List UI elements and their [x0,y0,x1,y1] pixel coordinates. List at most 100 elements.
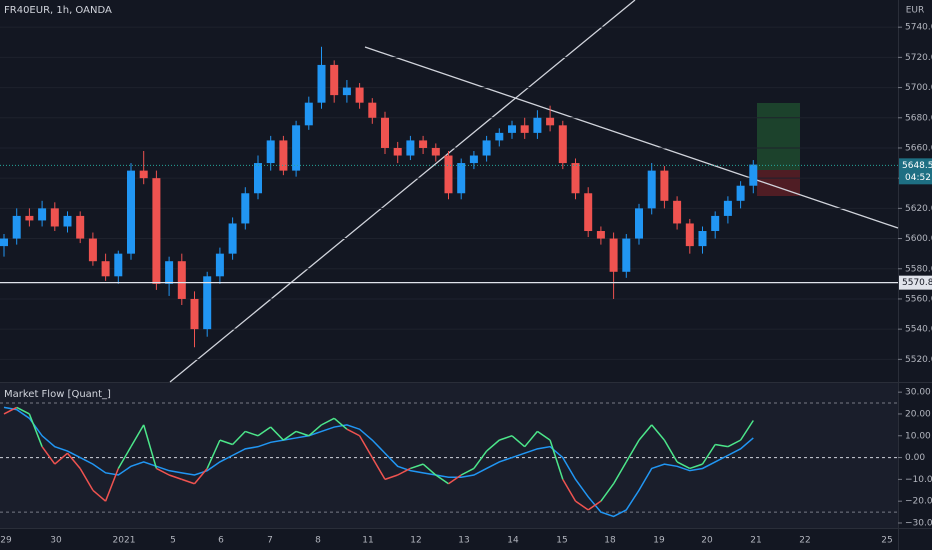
fast-line-segment [600,483,615,502]
fast-line-segment [486,439,500,452]
fast-line-segment [651,424,665,441]
candle-body [685,223,694,247]
y-tick-label: 30.00 [905,388,931,398]
candle-body [622,238,631,272]
candle-body [673,200,682,224]
slow-line [3,406,754,518]
last-price-box [899,158,932,185]
candle-body [228,223,237,254]
fast-line-segment [358,435,373,458]
candle-body [495,132,504,141]
candle-body [419,140,428,148]
candle-body [635,208,643,239]
candle-body [25,215,34,221]
fast-line-segment [308,424,322,437]
x-tick-label: 20 [701,536,713,546]
fast-line-segment [117,446,132,469]
candle-body [584,193,593,232]
y-tick-label: 5540.0 [905,325,932,335]
candle-body [660,170,669,201]
trendline[interactable] [169,0,636,383]
x-tick-label: 15 [556,536,567,546]
x-tick-label: 14 [507,536,519,546]
x-tick-label: 19 [653,536,665,546]
fast-line-segment [206,439,221,469]
candle-body [381,117,389,148]
chart-title: FR40EUR, 1h, OANDA [4,5,112,16]
x-tick-label: 11 [362,536,373,546]
x-tick-label: 12 [410,536,421,546]
candle-body [393,147,402,156]
fast-line-segment [448,474,462,485]
support-label: 5570.8 [902,278,932,288]
fast-line-segment [79,468,94,491]
candle-body [203,276,212,330]
fast-line-segment [346,428,360,437]
candle-body [152,178,161,284]
fast-line-segment [168,474,183,481]
candle-body [279,140,288,171]
x-tick-label: 30 [50,536,62,546]
candle-body [711,215,720,232]
candle-body [533,117,542,133]
fast-line-segment [549,439,564,480]
fast-line-segment [612,461,627,485]
candle-body [127,170,135,254]
fast-line-segment [435,474,449,485]
fast-line-segment [587,500,602,511]
support-box [899,275,932,290]
candle-body [317,64,326,103]
x-tick-label: 13 [458,536,469,546]
x-tick-label: 7 [267,536,273,546]
candle-body [368,102,377,118]
fast-line-segment [333,417,348,430]
fast-line-segment [536,430,551,441]
y-tick-label: 10.00 [905,431,931,441]
candle-body [304,102,313,126]
candle-body [546,117,555,126]
y-tick-label: 5720.0 [905,53,932,63]
candle-body [406,140,415,156]
y-tick-label: 5600.0 [905,234,932,244]
candle-body [520,125,529,133]
x-tick-label: 21 [750,536,761,546]
x-tick-label: 18 [604,536,616,546]
profit-zone[interactable] [757,103,800,170]
fast-line-segment [575,500,589,511]
x-tick-label: 8 [315,536,321,546]
fast-line-segment [499,435,513,441]
x-tick-label: 2021 [113,536,136,546]
y-tick-label: 5620.0 [905,204,932,214]
x-tick-label: 22 [799,536,810,546]
candle-body [266,140,275,164]
candle-body [647,170,656,209]
fast-line-segment [245,430,259,437]
y-tick-label: 5740.0 [905,23,932,33]
candle-body [76,215,85,239]
y-tick-label: −10.00 [905,475,932,485]
y-tick-label: 5680.0 [905,113,932,123]
y-tick-label: 0.00 [905,453,925,463]
fast-line-segment [562,478,577,502]
candle-body [596,231,605,239]
y-tick-label: −20.00 [905,497,932,507]
y-tick-label: 5560.0 [905,294,932,304]
countdown: 04:52 [905,173,931,183]
candle-body [101,261,110,277]
fast-line-segment [92,489,107,502]
candle-body [355,87,364,103]
fast-line-segment [41,446,56,465]
fast-line-segment [371,457,386,480]
candle-body [609,238,618,272]
fast-line-segment [219,439,233,446]
fast-line-segment [715,443,729,448]
x-tick-label: 6 [218,536,224,546]
fast-line-segment [181,478,195,485]
fast-line-segment [104,468,119,502]
trendline[interactable] [364,46,899,229]
candle-body [508,125,516,133]
candle-body [457,163,466,194]
candle-body [139,170,148,179]
fast-line-segment [727,439,741,448]
fast-line-segment [625,439,640,463]
